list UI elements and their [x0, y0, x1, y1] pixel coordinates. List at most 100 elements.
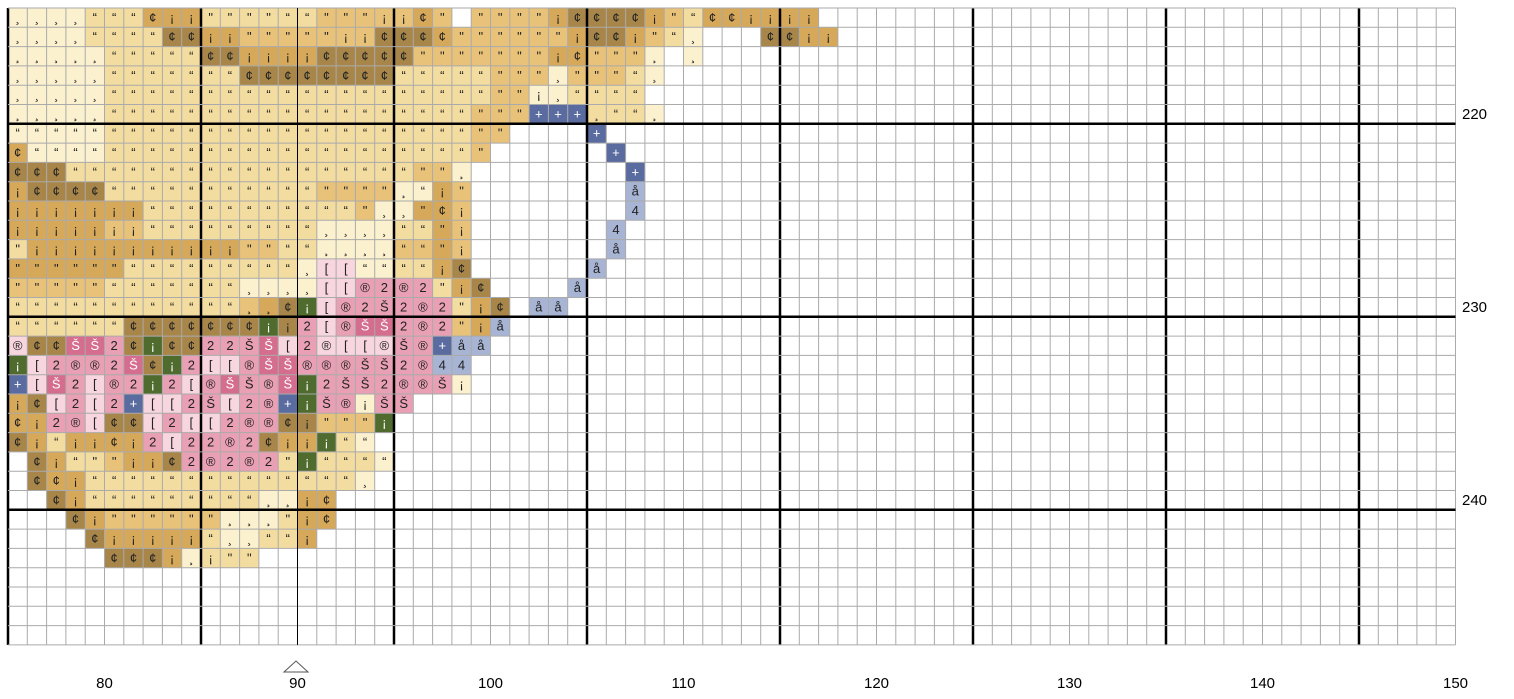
stitch-symbol: “: [54, 126, 58, 141]
stitch-cell: [46, 471, 66, 491]
stitch-cell: [201, 46, 221, 66]
stitch-cell: [239, 355, 259, 375]
stitch-cell: [123, 432, 144, 452]
stitch-symbol: ¸: [247, 299, 251, 314]
stitch-symbol: ¢: [246, 68, 253, 83]
stitch-cell: [548, 65, 568, 86]
stitch-symbol: ¢: [323, 48, 330, 63]
stitch-symbol: “: [112, 29, 116, 44]
stitch-symbol: “: [93, 473, 97, 488]
stitch-cell: [162, 413, 182, 433]
stitch-cell: [123, 85, 144, 105]
stitch-symbol: ¡: [344, 29, 348, 44]
stitch-symbol: “: [459, 68, 463, 83]
stitch-cell: [65, 278, 86, 298]
stitch-symbol: ¡: [305, 299, 309, 314]
stitch-cell: [451, 162, 472, 182]
stitch-symbol: ¢: [284, 299, 291, 314]
stitch-cell: [432, 201, 452, 221]
stitch-cell: [587, 123, 607, 144]
x-axis-label: 90: [289, 675, 306, 692]
stitch-symbol: ": [517, 87, 522, 102]
stitch-symbol: ": [517, 106, 522, 121]
stitch-cell: [85, 239, 105, 259]
stitch-cell: [123, 374, 144, 394]
stitch-symbol: ¡: [228, 29, 232, 44]
stitch-symbol: ¡: [131, 241, 135, 256]
stitch-symbol: “: [401, 87, 405, 102]
stitch-cell: [181, 394, 201, 414]
stitch-symbol: ": [459, 299, 464, 314]
stitch-cell: [8, 220, 28, 240]
stitch-cell: [201, 220, 221, 240]
stitch-cell: [220, 336, 240, 356]
stitch-cell: [278, 336, 298, 356]
stitch-cell: [123, 394, 144, 414]
stitch-cell: [27, 297, 47, 317]
stitch-cell: [413, 85, 433, 105]
stitch-cell: [258, 374, 279, 394]
stitch-symbol: “: [228, 222, 232, 237]
stitch-symbol: 2: [207, 434, 214, 449]
stitch-symbol: ¡: [112, 222, 116, 237]
stitch-cell: [548, 46, 568, 66]
stitch-cell: [297, 316, 317, 337]
stitch-cell: [143, 471, 163, 491]
stitch-symbol: [: [190, 377, 194, 392]
stitch-cell: [490, 65, 510, 86]
stitch-cell: [297, 355, 317, 375]
stitch-symbol: “: [151, 87, 155, 102]
stitch-symbol: 2: [226, 454, 233, 469]
x-axis-label: 130: [1057, 675, 1082, 692]
stitch-symbol: ": [459, 29, 464, 44]
stitch-symbol: “: [324, 203, 328, 218]
stitch-symbol: ": [479, 106, 484, 121]
stitch-symbol: ¸: [344, 241, 348, 256]
stitch-cell: [181, 413, 201, 433]
stitch-symbol: ¡: [208, 550, 212, 565]
stitch-symbol: ": [363, 415, 368, 430]
stitch-cell: [432, 162, 452, 182]
stitch-symbol: ": [247, 550, 252, 565]
stitch-symbol: ®: [418, 299, 428, 314]
stitch-symbol: “: [208, 531, 212, 546]
stitch-cell: [355, 162, 375, 182]
stitch-symbol: ¡: [305, 512, 309, 527]
stitch-cell: [201, 451, 221, 472]
stitch-cell: [123, 258, 144, 279]
stitch-cell: [8, 104, 28, 124]
stitch-cell: [374, 239, 394, 259]
stitch-symbol: å: [574, 280, 582, 295]
stitch-cell: [818, 27, 838, 47]
stitch-symbol: “: [228, 126, 232, 141]
stitch-cell: [471, 27, 491, 47]
stitch-cell: [104, 162, 124, 182]
stitch-symbol: 2: [381, 280, 388, 295]
stitch-cell: [413, 316, 433, 337]
stitch-symbol: “: [131, 473, 135, 488]
stitch-cell: [27, 336, 47, 356]
stitch-symbol: Š: [438, 377, 447, 392]
stitch-cell: [355, 85, 375, 105]
stitch-symbol: “: [286, 87, 290, 102]
stitch-symbol: ": [479, 29, 484, 44]
stitch-cell: [316, 162, 337, 182]
stitch-cell: [8, 374, 28, 394]
stitch-cell: [65, 27, 86, 47]
stitch-symbol: “: [131, 106, 135, 121]
stitch-symbol: Š: [380, 357, 389, 372]
stitch-symbol: ¡: [170, 550, 174, 565]
stitch-cell: [220, 220, 240, 240]
stitch-symbol: ¸: [93, 106, 97, 121]
stitch-symbol: 2: [323, 377, 330, 392]
stitch-cell: [529, 297, 549, 317]
stitch-symbol: “: [170, 299, 174, 314]
stitch-symbol: ¸: [54, 10, 58, 25]
stitch-cell: [162, 143, 182, 163]
stitch-symbol: ¡: [189, 10, 193, 25]
stitch-cell: [374, 65, 394, 86]
stitch-symbol: “: [614, 106, 618, 121]
stitch-cell: [239, 239, 259, 259]
stitch-symbol: ¢: [439, 29, 446, 44]
stitch-symbol: “: [93, 492, 97, 507]
